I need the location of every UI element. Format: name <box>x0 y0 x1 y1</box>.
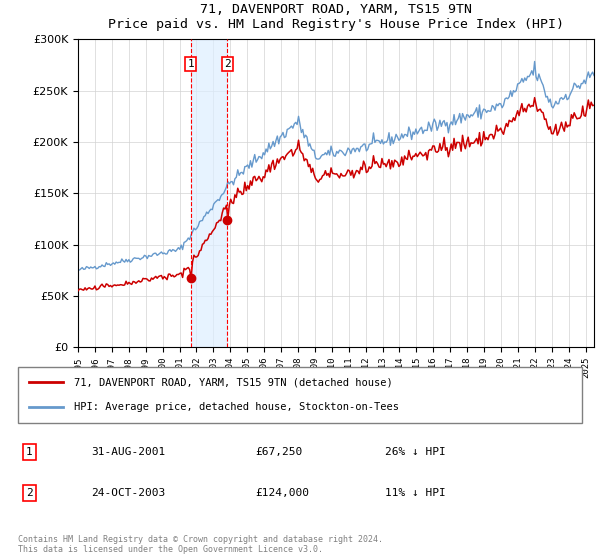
Text: HPI: Average price, detached house, Stockton-on-Tees: HPI: Average price, detached house, Stoc… <box>74 402 400 412</box>
Text: 2: 2 <box>26 488 32 498</box>
Bar <box>191 39 227 347</box>
Text: £124,000: £124,000 <box>255 488 309 498</box>
Text: 11% ↓ HPI: 11% ↓ HPI <box>385 488 445 498</box>
Text: 2: 2 <box>224 59 231 69</box>
FancyBboxPatch shape <box>18 367 582 423</box>
Text: Contains HM Land Registry data © Crown copyright and database right 2024.
This d: Contains HM Land Registry data © Crown c… <box>18 535 383 554</box>
Text: 26% ↓ HPI: 26% ↓ HPI <box>385 447 445 457</box>
Text: 24-OCT-2003: 24-OCT-2003 <box>91 488 166 498</box>
Text: £67,250: £67,250 <box>255 447 302 457</box>
Text: 31-AUG-2001: 31-AUG-2001 <box>91 447 166 457</box>
Title: 71, DAVENPORT ROAD, YARM, TS15 9TN
Price paid vs. HM Land Registry's House Price: 71, DAVENPORT ROAD, YARM, TS15 9TN Price… <box>108 3 564 31</box>
Text: 1: 1 <box>26 447 32 457</box>
Text: 1: 1 <box>187 59 194 69</box>
Text: 71, DAVENPORT ROAD, YARM, TS15 9TN (detached house): 71, DAVENPORT ROAD, YARM, TS15 9TN (deta… <box>74 377 393 388</box>
